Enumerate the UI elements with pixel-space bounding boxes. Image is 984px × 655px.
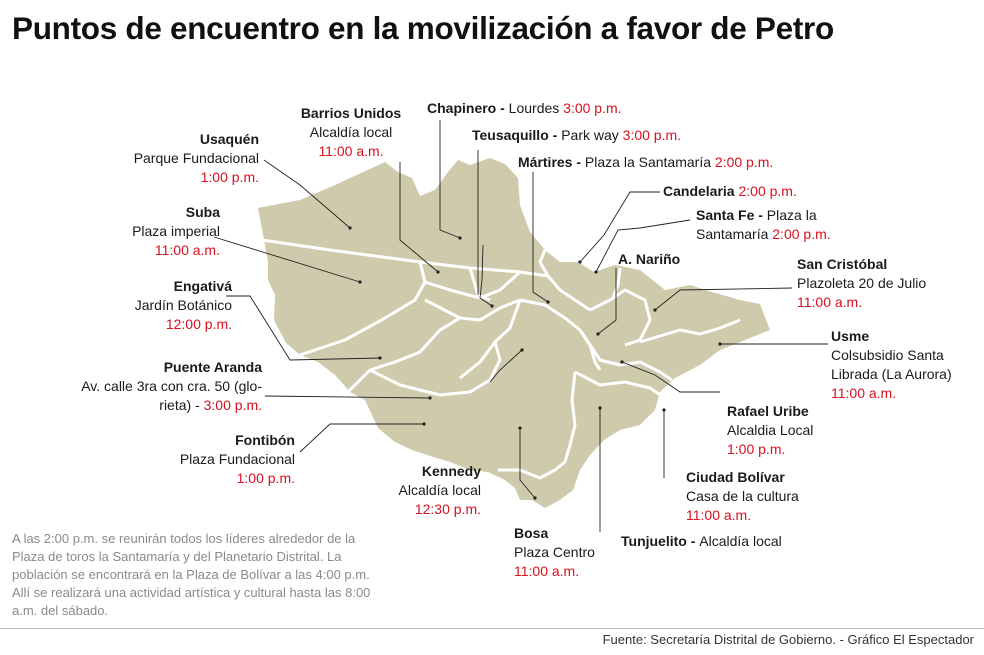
district-name: Bosa xyxy=(514,525,549,541)
district-name: Mártires - xyxy=(518,154,585,170)
district-name: Candelaria xyxy=(663,183,739,199)
label-ciudad-bolivar: Ciudad Bolívar Casa de la cultura 11:00 … xyxy=(686,468,799,525)
meeting-time: 11:00 a.m. xyxy=(154,242,220,258)
district-name: Usaquén xyxy=(199,131,259,147)
meeting-place: Colsubsidio Santa xyxy=(831,347,944,363)
label-santa-fe: Santa Fe - Plaza la Santamaría 2:00 p.m. xyxy=(696,206,831,244)
meeting-place: Alcaldía local xyxy=(398,482,482,498)
label-martires: Mártires - Plaza la Santamaría 2:00 p.m. xyxy=(518,153,773,172)
label-usaquen: Usaquén Parque Fundacional 1:00 p.m. xyxy=(134,130,259,187)
district-borders xyxy=(261,238,741,480)
meeting-place: Plaza Fundacional xyxy=(179,451,295,467)
label-tunjuelito: Tunjuelito - Alcaldía local xyxy=(621,532,782,551)
meeting-time: 3:00 p.m. xyxy=(203,397,262,413)
district-name: Kennedy xyxy=(421,463,481,479)
label-rafael-uribe: Rafael Uribe Alcaldia Local 1:00 p.m. xyxy=(727,402,813,459)
district-name: San Cristóbal xyxy=(797,256,888,272)
district-name: Santa Fe - xyxy=(696,207,767,223)
district-name: Rafael Uribe xyxy=(727,403,809,419)
label-usme: Usme Colsubsidio Santa Librada (La Auror… xyxy=(831,327,952,403)
meeting-place: Plazoleta 20 de Julio xyxy=(797,275,927,291)
leader-lines xyxy=(213,120,828,532)
meeting-place: Plaza la xyxy=(766,207,817,223)
meeting-place: Jardín Botánico xyxy=(134,297,232,313)
meeting-place: Parque Fundacional xyxy=(133,150,259,166)
district-name: Fontibón xyxy=(235,432,295,448)
meeting-time: 11:00 a.m. xyxy=(318,143,384,159)
meeting-time: 11:00 a.m. xyxy=(831,385,897,401)
meeting-place: Plaza imperial xyxy=(132,223,220,239)
label-puente-aranda: Puente Aranda Av. calle 3ra con cra. 50 … xyxy=(81,358,262,415)
meeting-time: 12:30 p.m. xyxy=(414,501,481,517)
meeting-place: Casa de la cultura xyxy=(686,488,799,504)
meeting-time: 1:00 p.m. xyxy=(236,470,295,486)
district-name: Tunjuelito - xyxy=(621,533,700,549)
meeting-time: 2:00 p.m. xyxy=(772,226,831,242)
label-san-cristobal: San Cristóbal Plazoleta 20 de Julio 11:0… xyxy=(797,255,926,312)
district-name: Usme xyxy=(831,328,870,344)
meeting-time: 11:00 a.m. xyxy=(686,507,752,523)
map-land xyxy=(258,158,770,508)
district-name: Ciudad Bolívar xyxy=(686,469,785,485)
source-credit: Fuente: Secretaría Distrital de Gobierno… xyxy=(602,632,974,647)
district-name: Teusaquillo - xyxy=(472,127,562,143)
district-name: Barrios Unidos xyxy=(300,105,402,121)
page-title: Puntos de encuentro en la movilización a… xyxy=(12,10,834,46)
meeting-time: 2:00 p.m. xyxy=(714,154,774,170)
label-suba: Suba Plaza imperial 11:00 a.m. xyxy=(132,203,220,260)
district-name: Puente Aranda xyxy=(163,359,262,375)
meeting-time: 3:00 p.m. xyxy=(622,127,682,143)
meeting-place-cont: Librada (La Aurora) xyxy=(831,366,952,382)
meeting-place: Plaza la Santamaría xyxy=(584,154,715,170)
label-chapinero: Chapinero - Lourdes 3:00 p.m. xyxy=(427,99,622,118)
meeting-place: Alcaldía local xyxy=(309,124,393,140)
meeting-place: Alcaldía local xyxy=(699,533,782,549)
label-barrios-unidos: Barrios Unidos Alcaldía local 11:00 a.m. xyxy=(300,104,402,161)
meeting-place: Av. calle 3ra con cra. 50 (glo- xyxy=(81,378,262,394)
meeting-time: 2:00 p.m. xyxy=(738,183,797,199)
meeting-place-cont: Santamaría xyxy=(696,226,773,242)
meeting-time: 11:00 a.m. xyxy=(514,563,580,579)
district-markers xyxy=(348,226,722,500)
meeting-time: 11:00 a.m. xyxy=(797,294,863,310)
district-name: A. Nariño xyxy=(618,251,681,267)
district-name: Chapinero - xyxy=(427,100,509,116)
district-name: Engativá xyxy=(173,278,232,294)
meeting-place-cont: rieta) - xyxy=(159,397,204,413)
meeting-time: 1:00 p.m. xyxy=(200,169,259,185)
district-name: Suba xyxy=(185,204,220,220)
meeting-time: 1:00 p.m. xyxy=(727,441,786,457)
meeting-time: 3:00 p.m. xyxy=(563,100,622,116)
meeting-place: Alcaldia Local xyxy=(727,422,814,438)
label-engativa: Engativá Jardín Botánico 12:00 p.m. xyxy=(135,277,232,334)
meeting-place: Plaza Centro xyxy=(514,544,595,560)
label-candelaria: Candelaria 2:00 p.m. xyxy=(663,182,797,201)
label-antonio-narino: A. Nariño xyxy=(618,250,680,269)
meeting-place: Lourdes xyxy=(508,100,564,116)
meeting-time: 12:00 p.m. xyxy=(165,316,232,332)
label-teusaquillo: Teusaquillo - Park way 3:00 p.m. xyxy=(472,126,681,145)
footnote: A las 2:00 p.m. se reunirán todos los lí… xyxy=(12,531,371,618)
divider xyxy=(0,628,984,629)
label-kennedy: Kennedy Alcaldía local 12:30 p.m. xyxy=(399,462,482,519)
meeting-place: Park way xyxy=(561,127,623,143)
label-bosa: Bosa Plaza Centro 11:00 a.m. xyxy=(514,524,595,581)
label-fontibon: Fontibón Plaza Fundacional 1:00 p.m. xyxy=(180,431,295,488)
